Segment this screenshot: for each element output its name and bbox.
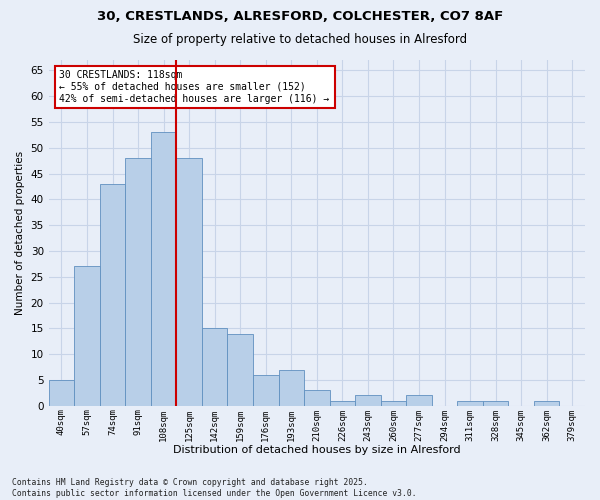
Bar <box>355 396 380 406</box>
Bar <box>227 334 253 406</box>
Bar <box>304 390 329 406</box>
Bar <box>151 132 176 406</box>
X-axis label: Distribution of detached houses by size in Alresford: Distribution of detached houses by size … <box>173 445 461 455</box>
Text: 30, CRESTLANDS, ALRESFORD, COLCHESTER, CO7 8AF: 30, CRESTLANDS, ALRESFORD, COLCHESTER, C… <box>97 10 503 23</box>
Bar <box>457 400 483 406</box>
Text: Contains HM Land Registry data © Crown copyright and database right 2025.
Contai: Contains HM Land Registry data © Crown c… <box>12 478 416 498</box>
Bar <box>406 396 432 406</box>
Bar <box>49 380 74 406</box>
Bar <box>100 184 125 406</box>
Bar <box>176 158 202 406</box>
Bar <box>483 400 508 406</box>
Bar <box>74 266 100 406</box>
Text: Size of property relative to detached houses in Alresford: Size of property relative to detached ho… <box>133 32 467 46</box>
Bar <box>253 375 278 406</box>
Bar <box>534 400 559 406</box>
Y-axis label: Number of detached properties: Number of detached properties <box>15 151 25 315</box>
Bar <box>380 400 406 406</box>
Text: 30 CRESTLANDS: 118sqm
← 55% of detached houses are smaller (152)
42% of semi-det: 30 CRESTLANDS: 118sqm ← 55% of detached … <box>59 70 329 104</box>
Bar <box>202 328 227 406</box>
Bar <box>278 370 304 406</box>
Bar <box>125 158 151 406</box>
Bar <box>329 400 355 406</box>
